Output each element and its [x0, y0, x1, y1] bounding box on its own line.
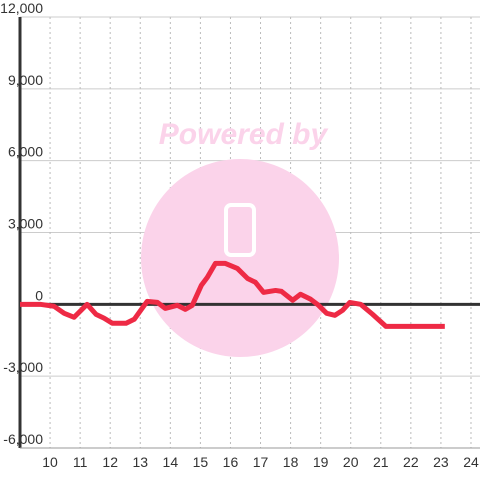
x-tick-label: 24: [463, 454, 479, 470]
x-tick-label: 10: [42, 454, 58, 470]
x-tick-label: 11: [73, 454, 88, 470]
y-tick-label: 6,000: [8, 144, 43, 160]
x-tick-label: 21: [373, 454, 389, 470]
watermark-text: Powered by: [159, 118, 329, 151]
y-tick-label: 9,000: [8, 72, 43, 88]
x-tick-label: 13: [132, 454, 148, 470]
y-tick-label: 12,000: [0, 0, 43, 16]
watermark-circle: [141, 159, 339, 357]
x-tick-label: 22: [403, 454, 419, 470]
x-tick-label: 14: [163, 454, 179, 470]
x-tick-label: 23: [433, 454, 449, 470]
x-tick-label: 12: [102, 454, 118, 470]
x-tick-label: 19: [313, 454, 329, 470]
x-tick-label: 15: [193, 454, 209, 470]
y-tick-label: 3,000: [8, 216, 43, 232]
y-tick-label: 0: [35, 287, 43, 303]
x-tick-label: 18: [283, 454, 299, 470]
x-tick-label: 20: [343, 454, 359, 470]
y-tick-label: -3,000: [3, 359, 43, 375]
x-tick-label: 17: [253, 454, 269, 470]
watermark-icon: [224, 203, 256, 257]
x-tick-label: 16: [223, 454, 239, 470]
y-tick-label: -6,000: [3, 431, 43, 447]
data-line: [20, 260, 445, 329]
